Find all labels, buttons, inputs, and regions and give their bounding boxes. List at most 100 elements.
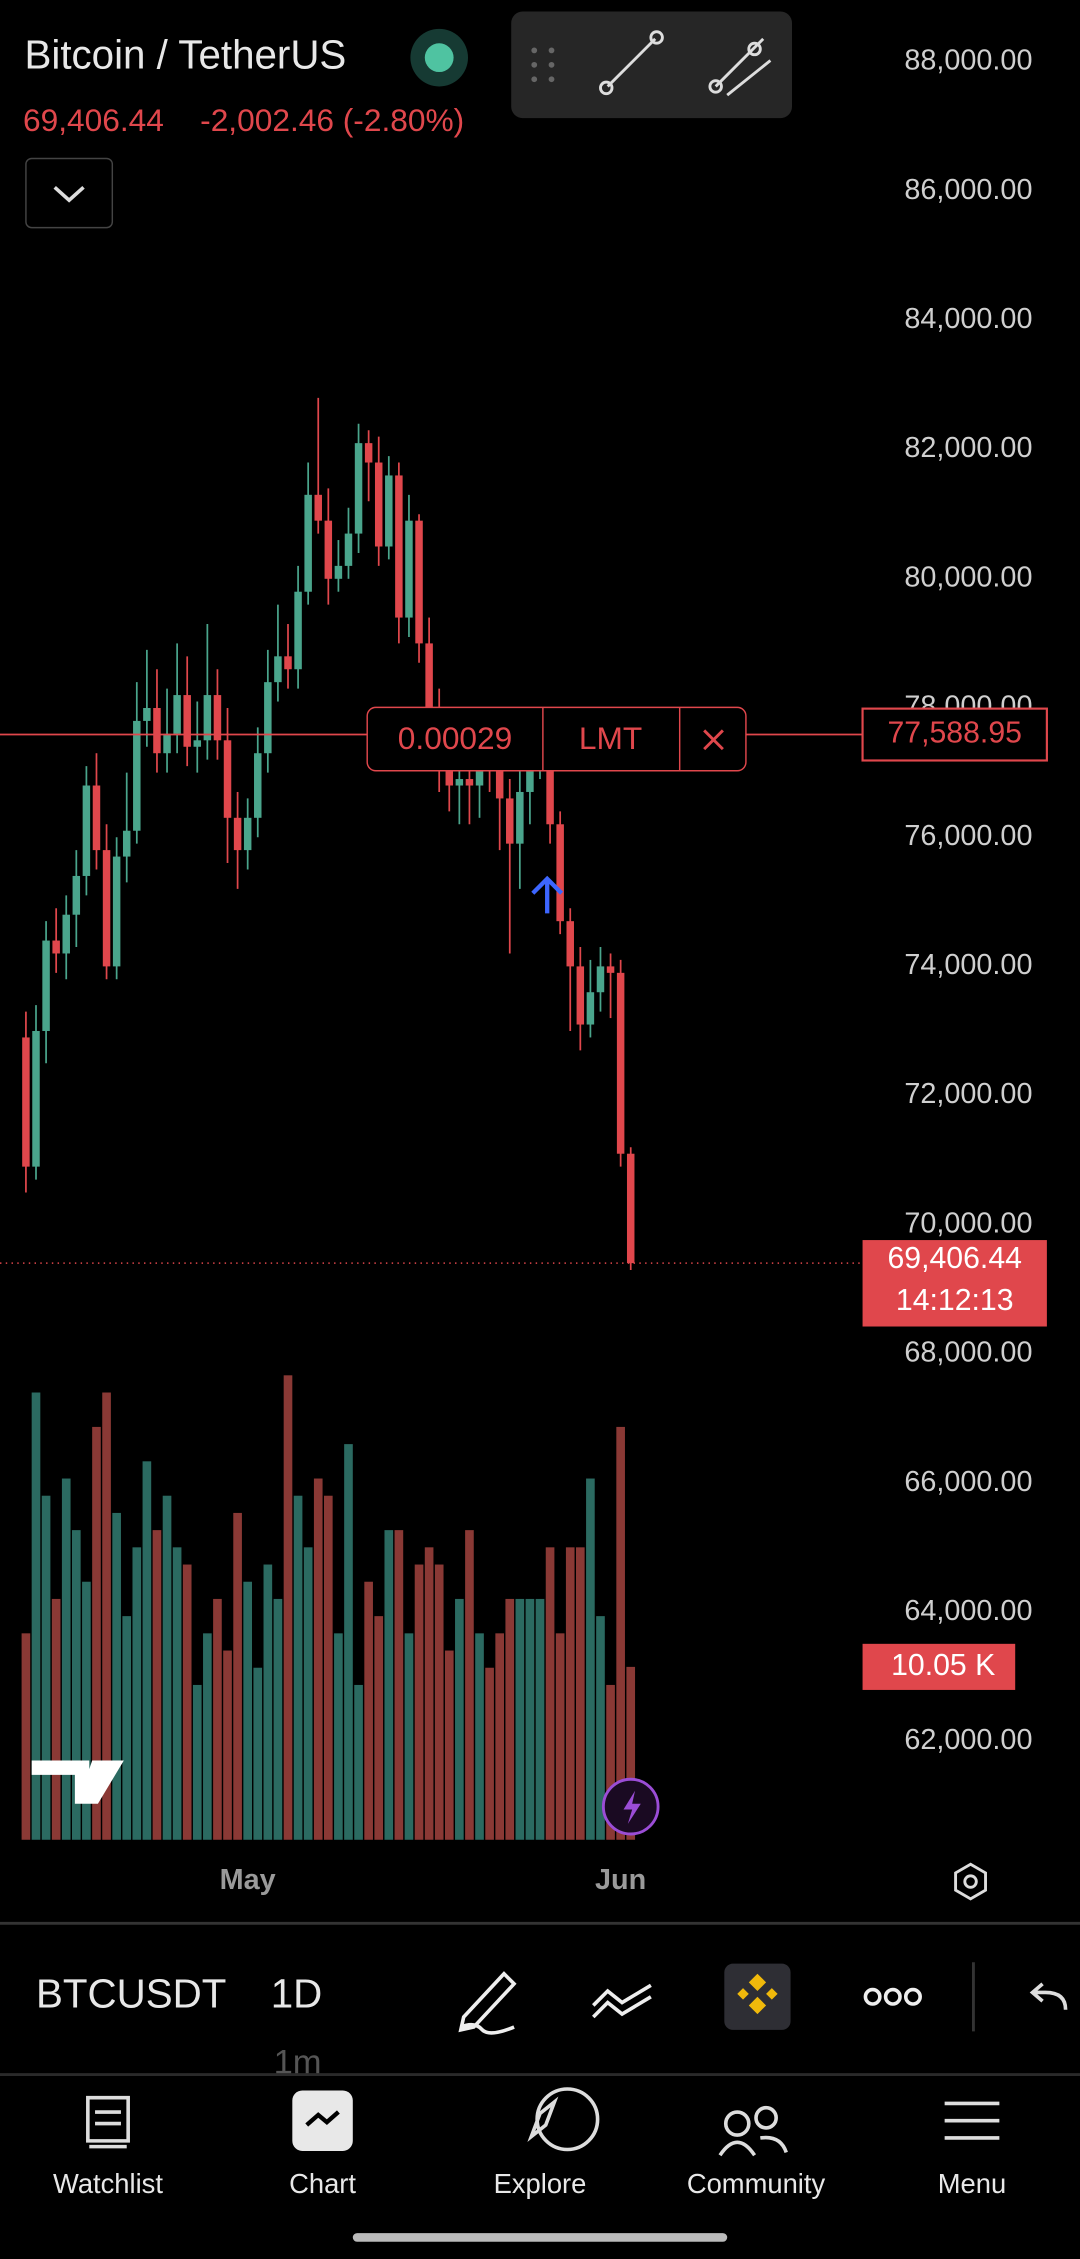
- candle-body: [596, 966, 605, 993]
- last-price: 69,406.44: [23, 102, 164, 138]
- tab-menu[interactable]: Menu: [938, 2168, 1006, 2199]
- candle-body: [92, 785, 101, 851]
- volume-bar: [223, 1650, 232, 1840]
- volume-bar: [404, 1633, 414, 1840]
- candle-body: [143, 707, 151, 721]
- order-quantity: 0.00029: [398, 720, 512, 756]
- candle-body: [102, 850, 111, 967]
- cancel-order[interactable]: [703, 729, 724, 751]
- drag-handle: [531, 47, 555, 83]
- volume-bar: [606, 1684, 615, 1840]
- tab-icons: [86, 2087, 1000, 2157]
- tab-chart[interactable]: Chart: [289, 2168, 356, 2199]
- ray-tool[interactable]: [708, 37, 772, 97]
- volume-bar: [253, 1667, 263, 1840]
- volume-bar: [243, 1581, 252, 1840]
- symbol-clip: BTCUSDT: [36, 1970, 226, 2016]
- volume-bar: [313, 1478, 323, 1840]
- order-type: LMT: [579, 720, 642, 756]
- tab-watchlist[interactable]: Watchlist: [53, 2168, 163, 2199]
- tab-community[interactable]: Community: [687, 2168, 826, 2199]
- volume-bar: [172, 1547, 182, 1840]
- volume-bar: [525, 1598, 535, 1840]
- symbol-button[interactable]: BTCUSDT: [36, 1970, 226, 2016]
- order-price-label: 77,588.95: [887, 717, 1021, 750]
- tab-explore[interactable]: Explore: [494, 2168, 587, 2199]
- interval-option[interactable]: 1m: [274, 2044, 322, 2082]
- candle-body: [153, 707, 161, 754]
- volume-marker-label: 10.05 K: [891, 1649, 995, 1682]
- collapse-button[interactable]: [25, 157, 114, 229]
- volume-bar: [434, 1564, 444, 1840]
- more-button[interactable]: [863, 1987, 922, 2006]
- tradingview-logo: [31, 1760, 124, 1804]
- trend-line-tool[interactable]: [599, 30, 664, 96]
- volume-bar: [475, 1633, 484, 1840]
- volume-bar: [444, 1650, 454, 1840]
- volume-bar: [152, 1530, 162, 1840]
- candle-body: [445, 759, 454, 786]
- y-tick-label: 80,000.00: [904, 561, 1032, 593]
- volume-bar: [142, 1461, 152, 1840]
- volume-bar: [182, 1564, 192, 1840]
- last-price-box: [862, 1240, 1047, 1327]
- volume-bar: [364, 1581, 373, 1840]
- volume-bar: [112, 1512, 121, 1840]
- candle-body: [516, 791, 524, 844]
- candle-body: [455, 779, 464, 786]
- volume-bar: [213, 1598, 222, 1840]
- y-tick-label: 64,000.00: [904, 1595, 1032, 1627]
- volume-bar: [203, 1633, 212, 1840]
- candle-body: [576, 966, 585, 1025]
- indicators-button[interactable]: [592, 1983, 652, 2019]
- volume-bar: [354, 1684, 363, 1840]
- candle-body: [616, 972, 625, 1154]
- order-price-box: [861, 707, 1048, 762]
- y-tick-label: 72,000.00: [904, 1078, 1032, 1110]
- candle-body: [22, 1037, 30, 1167]
- undo-button[interactable]: [1029, 1982, 1068, 2010]
- candle-body: [72, 875, 81, 915]
- order-pill[interactable]: [366, 706, 747, 772]
- volume-bar: [102, 1392, 111, 1840]
- volume-bar: [586, 1478, 595, 1840]
- interval-button[interactable]: 1D: [271, 1970, 323, 2016]
- settings-button[interactable]: [954, 1862, 987, 1901]
- candle-body: [284, 656, 292, 670]
- volume-bar: [303, 1547, 313, 1840]
- candle-body: [354, 443, 363, 534]
- candle-body: [626, 1153, 635, 1264]
- volume-bar: [72, 1530, 81, 1840]
- candle-body: [243, 817, 252, 851]
- chart-plot: 88,000.00 86,000.00 84,000.00 82,000.00 80,0…: [0, 45, 1048, 1896]
- candle-body: [405, 520, 413, 618]
- candle-body: [193, 740, 202, 747]
- candle-body: [183, 695, 191, 747]
- candle-body: [385, 475, 393, 547]
- candle-body: [82, 785, 91, 876]
- chart-glyph: [305, 2110, 340, 2127]
- candle-body: [395, 475, 403, 618]
- candle-body: [334, 565, 343, 579]
- volume-bar: [21, 1633, 31, 1840]
- candle-body: [556, 824, 564, 922]
- volume-bar: [283, 1375, 293, 1840]
- volume-bar: [565, 1547, 575, 1840]
- volume-bar: [394, 1530, 404, 1840]
- volume-bar: [132, 1547, 142, 1840]
- volume-bar: [515, 1598, 525, 1840]
- volume-bar: [545, 1547, 555, 1840]
- volume-bar: [233, 1512, 242, 1840]
- candle-body: [274, 656, 282, 683]
- countdown: 14:12:13: [896, 1284, 1014, 1317]
- candle-body: [364, 443, 373, 463]
- draw-button[interactable]: [458, 1971, 517, 2035]
- interval-clip: 1m: [274, 2044, 322, 2082]
- volume-bar: [535, 1598, 545, 1840]
- candle-body: [32, 1030, 40, 1167]
- candle-body: [546, 740, 554, 825]
- binance-icon: [737, 1973, 778, 2015]
